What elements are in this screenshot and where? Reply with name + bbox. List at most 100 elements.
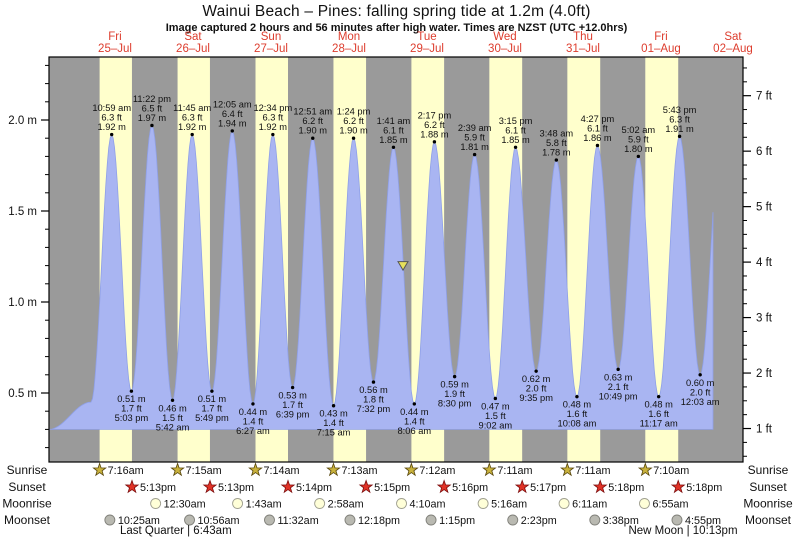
y-axis-left-label: 1.0 m xyxy=(8,297,37,309)
tide-annotation-line: 6.3 ft xyxy=(262,113,283,123)
page-title: Wainui Beach – Pines: falling spring tid… xyxy=(202,3,591,20)
tide-low-annotation: 0.47 m1.5 ft9:02 am xyxy=(479,396,512,430)
day-label-dow: Thu xyxy=(573,31,593,43)
astro-time: 6:11am xyxy=(572,499,607,511)
tide-high-annotation: 1:41 am6.1 ft1.85 m xyxy=(377,116,411,149)
astro-time: 2:23pm xyxy=(521,515,557,527)
day-label-date: 29–Jul xyxy=(410,43,444,55)
tide-extreme-dot xyxy=(656,394,661,399)
tide-annotation-line: 0.62 m xyxy=(522,374,551,384)
tide-annotation-line: 6:39 pm xyxy=(276,410,310,420)
day-label-dow: Sun xyxy=(261,31,281,43)
sunset-icon xyxy=(436,479,452,494)
sunrise-icon xyxy=(404,462,419,477)
current-level-marker-icon xyxy=(397,261,409,272)
tide-annotation-line: 6.4 ft xyxy=(222,109,243,119)
tide-annotation-line: 2:39 am xyxy=(458,123,492,133)
tide-annotation-line: 6.1 ft xyxy=(505,125,526,135)
tide-low-annotation: 0.51 m1.7 ft5:49 pm xyxy=(195,389,229,423)
tide-extreme-dot xyxy=(595,143,600,148)
tide-extreme-dot xyxy=(170,398,175,402)
tide-annotation-line: 1.92 m xyxy=(259,122,288,132)
astro-time: 12:18pm xyxy=(358,515,400,527)
astro-time: 5:13pm xyxy=(218,482,254,494)
tide-annotation-line: 11:45 am xyxy=(173,103,211,113)
astro-time: 12:30am xyxy=(164,499,206,511)
tide-annotation-line: 1.86 m xyxy=(583,133,612,143)
tide-extreme-dot xyxy=(190,132,194,137)
tide-annotation-line: 1.4 ft xyxy=(323,418,344,428)
tide-extreme-dot xyxy=(493,396,498,401)
tide-annotation-line: 1.8 ft xyxy=(363,395,384,405)
tide-annotation-line: 2.1 ft xyxy=(608,382,629,392)
tide-annotation-line: 1.91 m xyxy=(665,124,694,134)
tide-annotation-line: 1.6 ft xyxy=(567,409,588,419)
day-label-dow: Fri xyxy=(654,31,667,43)
astro-time: 7:16am xyxy=(108,465,144,477)
day-label-date: 31–Jul xyxy=(566,43,600,55)
sunrise-icon xyxy=(170,462,185,477)
day-label-date: 25–Jul xyxy=(98,43,132,55)
tide-annotation-line: 5:49 pm xyxy=(195,413,229,423)
y-axis-right-label: 1 ft xyxy=(756,424,773,436)
moon-phase-note: New Moon | 10:13pm xyxy=(628,525,737,537)
tide-high-annotation: 5:43 pm6.3 ft1.91 m xyxy=(663,105,697,139)
tide-high-annotation: 3:48 am5.8 ft1.78 m xyxy=(540,129,573,162)
tide-annotation-line: 1.80 m xyxy=(624,144,653,154)
tide-annotation-line: 11:17 am xyxy=(640,419,678,429)
astro-row-label-right: Moonrise xyxy=(743,497,793,511)
tide-annotation-line: 6.2 ft xyxy=(343,116,364,126)
tide-annotation-line: 5:03 pm xyxy=(115,413,149,423)
y-axis-right-label: 2 ft xyxy=(756,368,773,380)
tide-annotation-line: 1.97 m xyxy=(138,113,167,123)
tide-annotation-line: 5.9 ft xyxy=(628,134,649,144)
tide-extreme-dot xyxy=(575,394,579,399)
sunset-icon xyxy=(280,479,296,494)
sunset-icon xyxy=(670,479,686,494)
astro-time: 7:11am xyxy=(497,465,532,477)
astro-time: 5:16pm xyxy=(452,482,488,494)
tide-annotation-line: 1.4 ft xyxy=(243,416,264,426)
day-label-date: 01–Aug xyxy=(641,43,681,55)
y-axis-left-label: 2.0 m xyxy=(8,115,37,127)
sunset-icon xyxy=(514,479,530,494)
tide-annotation-line: 1.5 ft xyxy=(162,413,183,423)
astro-time: 7:15am xyxy=(186,465,222,477)
tide-annotation-line: 6.5 ft xyxy=(142,103,163,113)
moonrise-icon xyxy=(558,498,570,509)
tide-annotation-line: 1.85 m xyxy=(501,135,530,145)
tide-high-annotation: 11:22 pm6.5 ft1.97 m xyxy=(133,94,171,128)
moonset-icon xyxy=(184,514,195,526)
astro-row-label-right: Sunrise xyxy=(748,463,789,477)
moonset-icon xyxy=(507,514,519,526)
tide-annotation-line: 1.92 m xyxy=(178,122,207,132)
tide-annotation-line: 0.43 m xyxy=(319,409,348,419)
moonset-icon xyxy=(671,514,683,526)
moonrise-icon xyxy=(639,498,650,509)
tide-annotation-line: 0.47 m xyxy=(481,401,510,411)
tide-low-annotation: 0.46 m1.5 ft5:42 am xyxy=(156,398,190,432)
tide-high-annotation: 2:17 pm6.2 ft1.88 m xyxy=(418,110,451,144)
tide-annotation-line: 1.88 m xyxy=(420,129,449,139)
sunrise-icon xyxy=(92,462,107,477)
tide-annotation-line: 0.56 m xyxy=(359,385,388,395)
tide-annotation-line: 0.51 m xyxy=(198,394,227,404)
tide-extreme-dot xyxy=(351,136,356,140)
tide-annotation-line: 6.1 ft xyxy=(383,125,404,135)
day-label-date: 02–Aug xyxy=(713,43,753,55)
astro-time: 2:58am xyxy=(328,499,364,511)
tide-extreme-dot xyxy=(251,402,255,406)
day-label-dow: Fri xyxy=(108,31,121,43)
tide-extreme-dot xyxy=(432,140,437,144)
tide-annotation-line: 0.59 m xyxy=(440,380,469,390)
tide-annotation-line: 5:43 pm xyxy=(663,105,697,115)
tide-extreme-dot xyxy=(534,369,538,373)
sunrise-icon xyxy=(326,462,341,477)
moonset-icon xyxy=(425,514,437,526)
tide-annotation-line: 5:02 am xyxy=(622,125,656,135)
y-axis-right-label: 5 ft xyxy=(756,202,773,214)
sunrise-icon xyxy=(482,462,497,477)
tide-extreme-dot xyxy=(636,154,641,159)
